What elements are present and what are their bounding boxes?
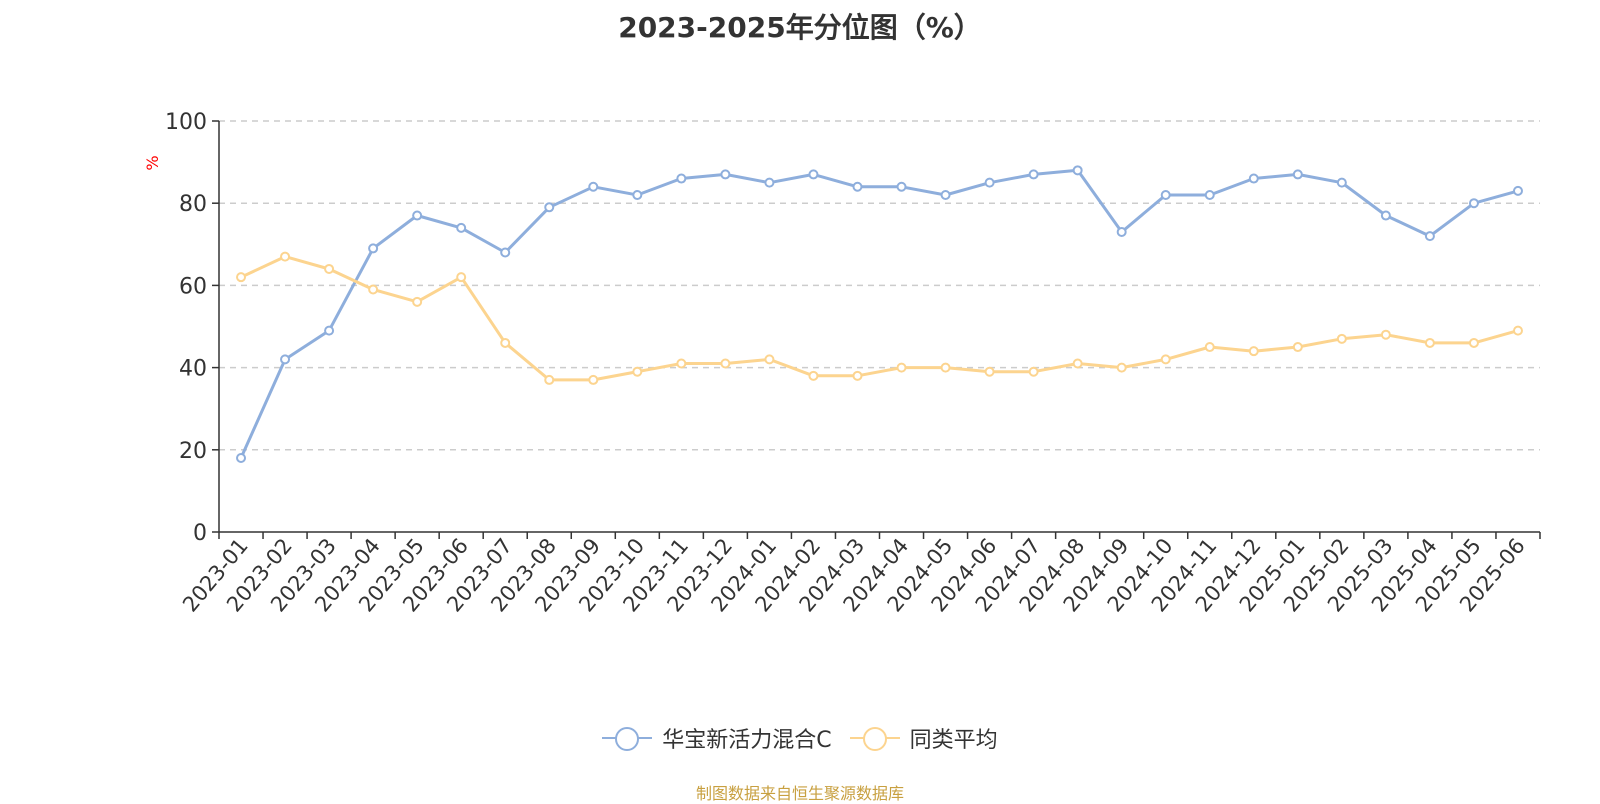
data-point [1116,226,1127,237]
data-point [1204,342,1215,353]
data-point [412,296,423,307]
data-point [1072,165,1083,176]
data-point [324,325,335,336]
data-point [984,177,995,188]
data-point [632,366,643,377]
data-point [1292,342,1303,353]
series-line [239,168,1519,459]
data-point [412,210,423,221]
data-point [368,284,379,295]
data-point [588,374,599,385]
data-point [632,189,643,200]
legend-item-series-2[interactable]: 同类平均 [849,722,998,754]
data-point [1072,358,1083,369]
data-point [808,169,819,180]
y-tick-label: 100 [165,110,207,135]
series [236,165,1523,464]
data-point [280,251,291,262]
data-point [1336,177,1347,188]
data-point [1160,189,1171,200]
series-1 [236,165,1523,464]
data-point [500,247,511,258]
data-point [720,358,731,369]
data-point [852,370,863,381]
data-point [324,263,335,274]
series-line [240,255,1519,382]
data-point [1512,325,1523,336]
legend-label: 同类平均 [909,728,998,753]
data-point [764,354,775,365]
data-point [1292,169,1303,180]
data-point [544,202,555,213]
data-point [676,358,687,369]
data-point [1380,210,1391,221]
y-tick-label: 20 [179,439,207,464]
data-point [236,453,247,464]
data-point [1336,333,1347,344]
legend-label: 华宝新活力混合C [662,728,832,753]
data-point [1380,329,1391,340]
legend-marker-icon [602,726,653,751]
data-point [984,366,995,377]
data-point [1116,362,1127,373]
y-tick-label: 80 [179,192,207,217]
data-point [236,272,247,283]
legend-item-series-1[interactable]: 华宝新活力混合C [602,722,832,754]
data-point [1248,173,1259,184]
legend: 华宝新活力混合C 同类平均 [0,722,1600,754]
data-point [456,272,467,283]
y-tick-label: 40 [179,357,207,382]
data-point [896,181,907,192]
data-point [1028,366,1039,377]
data-point [588,181,599,192]
y-axis-label: % [143,155,162,170]
legend-marker-icon [849,726,900,751]
data-point [544,374,555,385]
data-point [1028,169,1039,180]
data-point [852,181,863,192]
chart-title: 2023-2025年分位图（%） [618,11,982,44]
data-point [280,354,291,365]
data-point [1204,189,1215,200]
data-point [720,169,731,180]
source-note: 制图数据来自恒生聚源数据库 [695,784,904,803]
y-tick-label: 0 [193,521,207,546]
data-point [500,337,511,348]
data-point [1424,231,1435,242]
series-2 [236,251,1523,385]
data-point [1248,346,1259,357]
data-point [368,243,379,254]
data-point [940,189,951,200]
data-point [456,222,467,233]
data-point [896,362,907,373]
data-point [764,177,775,188]
data-point [1468,337,1479,348]
data-point [1424,337,1435,348]
data-point [1160,354,1171,365]
y-tick-label: 60 [179,274,207,299]
data-point [676,173,687,184]
data-point [1468,198,1479,209]
data-point [808,370,819,381]
data-point [1512,185,1523,196]
grid-lines [219,120,1540,451]
data-point [940,362,951,373]
